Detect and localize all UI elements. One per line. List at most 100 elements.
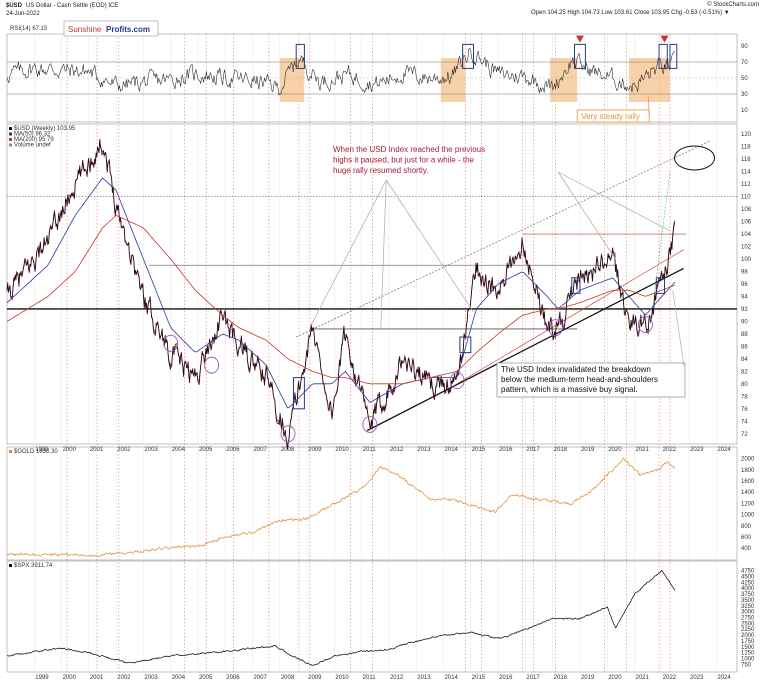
rsi-tick-label: 70 [741,60,748,66]
x-year-label-mid: 2012 [390,447,404,453]
spx-panel-frame [6,560,738,673]
x-year-label-bottom: 2006 [226,675,240,681]
x-year-label-mid: 2005 [199,447,213,453]
x-year-label-mid: 2007 [254,447,268,453]
main-tick-label: 92 [741,307,748,313]
main-tick-label: 90 [741,319,748,325]
gold-tick-label: 400 [741,546,752,552]
main-tick-label: 114 [741,170,751,176]
main-tick-label: 100 [741,257,752,263]
x-year-label-mid: 2002 [117,447,131,453]
main-tick-label: 106 [741,220,752,226]
main-tick-label: 80 [741,382,748,388]
annotation-top-leader [309,179,387,328]
annotation-bottom-leader [672,290,685,367]
legend-entry: MA(50) 96.32 [14,132,51,138]
x-year-label-bottom: 2021 [636,675,650,681]
spx-tick-label: 4250 [741,580,755,586]
rising-red-trendline [451,249,684,388]
red-arrow-marker [575,35,584,43]
gold-tick-label: 2000 [741,457,755,463]
rsi-highlight-zone [629,58,670,102]
gold-label: $GOLD 1830.30 [14,449,58,455]
x-year-label-mid: 2016 [499,447,513,453]
gold-tick-label: 1200 [741,501,755,507]
legend-swatch [9,132,12,136]
rally-annotation-leader [647,95,650,117]
steep-green-projection [650,171,671,322]
x-year-label-mid: 2022 [663,447,677,453]
x-year-label-mid: 2004 [172,447,186,453]
rsi-tick-label: 10 [741,108,748,114]
rsi-tick-label: 90 [741,44,748,50]
rsi-label: RSI(14) 67.15 [10,26,48,32]
price-blue-box [655,277,666,294]
gold-legend-swatch [9,450,12,453]
main-tick-label: 98 [741,270,748,276]
x-year-label-mid: 1999 [35,447,49,453]
main-tick-label: 84 [741,357,748,363]
spx-tick-label: 2500 [741,621,755,627]
spx-tick-label: 2750 [741,616,755,622]
price-blue-box [459,336,472,354]
upper-channel-line [296,140,712,338]
date-label: 24-Jun-2022 [6,11,40,17]
x-year-label-bottom: 2009 [308,675,322,681]
x-year-label-bottom: 2018 [554,675,568,681]
gold-tick-label: 600 [741,535,752,541]
x-year-label-mid: 2013 [417,447,431,453]
legend-entry: MA(200) 95.79 [14,137,54,143]
ma200-line [6,214,676,385]
gold-tick-label: 1600 [741,479,755,485]
main-tick-label: 78 [741,394,748,400]
low-circle-marker [637,316,653,334]
x-year-label-bottom: 2016 [499,675,513,681]
main-tick-label: 96 [741,282,748,288]
x-year-label-bottom: 2007 [254,675,268,681]
annotation-top-line: huge rally resumed shortly. [333,166,428,175]
x-year-label-bottom: 2003 [144,675,158,681]
rsi-tick-label: 30 [741,92,748,98]
low-circle-marker [163,334,179,352]
x-year-label-mid: 2024 [717,447,731,453]
rsi-blue-box [295,43,305,69]
gold-panel-frame [6,446,738,561]
x-year-label-bottom: 2000 [63,675,77,681]
x-year-label-bottom: 2012 [390,675,404,681]
annotation-bottom-line: below the medium-term head-and-shoulders [501,375,658,384]
main-tick-label: 120 [741,132,752,138]
main-tick-label: 112 [741,182,751,188]
main-tick-label: 86 [741,344,748,350]
main-tick-label: 94 [741,294,748,300]
low-circle-marker [204,356,220,374]
spx-tick-label: 1500 [741,645,755,651]
main-tick-label: 116 [741,157,751,163]
ma50-line [6,177,676,409]
x-year-label-bottom: 1999 [35,675,49,681]
annotation-bottom-line: pattern, which is a massive buy signal. [501,385,638,394]
spx-legend-swatch [9,564,12,567]
brand-box [63,20,159,37]
spx-tick-label: 2250 [741,627,755,633]
x-year-label-bottom: 2001 [90,675,104,681]
x-year-label-mid: 2008 [281,447,295,453]
annotation-top-leader [380,179,387,328]
gold-tick-label: 1800 [741,468,755,474]
x-year-label-mid: 2009 [308,447,322,453]
x-year-label-bottom: 2002 [117,675,131,681]
spx-tick-label: 3250 [741,604,755,610]
gold-line [6,457,675,558]
spx-label: $SPX 3911.74 [14,563,53,569]
ohlc-readout: Open 104.25 High 104.73 Low 103.61 Close… [531,10,730,16]
x-year-label-mid: 2006 [226,447,240,453]
spx-tick-label: 3000 [741,610,755,616]
spx-tick-label: 4000 [741,586,755,592]
x-year-label-mid: 2003 [144,447,158,453]
spx-tick-label: 2000 [741,633,755,639]
spx-tick-label: 1000 [741,657,755,663]
gold-tick-label: 800 [741,524,752,530]
legend-swatch [9,127,12,130]
x-year-label-bottom: 2013 [417,675,431,681]
x-year-label-mid: 2000 [63,447,77,453]
